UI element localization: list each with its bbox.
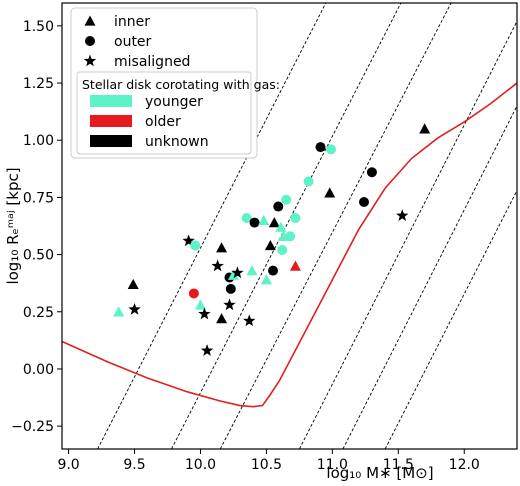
y-tick-label-7: 1.25 (23, 76, 54, 92)
data-point-33 (289, 260, 301, 271)
data-point-7 (194, 299, 206, 310)
data-point-36 (315, 142, 326, 153)
legend-label-older: older (145, 114, 181, 130)
dashed-line-3 (219, 3, 452, 449)
data-point-20 (246, 265, 258, 276)
data-point-18 (241, 212, 252, 223)
y-axis-ticks: −0.25 0.00 0.25 0.50 0.75 1.00 1.25 1.50 (11, 19, 62, 435)
y-tick-label-1: −0.25 (11, 419, 54, 435)
data-point-32 (285, 231, 296, 242)
legend-color-box (76, 71, 252, 155)
legend-label-misaligned: misaligned (114, 54, 190, 70)
x-tick-label-3: 10.0 (185, 457, 216, 473)
data-point-34 (290, 212, 301, 223)
data-point-4 (182, 234, 195, 247)
legend-color-title: Stellar disk corotating with gas: (82, 77, 280, 92)
data-points (113, 123, 431, 356)
y-tick-label-6: 1.00 (23, 133, 54, 149)
dashed-line-1 (97, 3, 327, 449)
data-point-26 (268, 217, 280, 228)
legend-swatch-younger (90, 95, 132, 107)
data-point-5 (190, 240, 201, 251)
dashed-line-6 (384, 190, 517, 449)
legend: inner outer misaligned Stellar disk corota… (70, 7, 280, 159)
legend-marker-outer (85, 36, 95, 46)
data-point-11 (216, 242, 228, 253)
data-point-23 (260, 274, 272, 285)
red-curve (62, 82, 517, 408)
data-point-10 (211, 259, 224, 272)
x-tick-label-2: 9.5 (123, 457, 145, 473)
data-point-12 (216, 313, 228, 324)
legend-marker-entries: inner outer misaligned (83, 14, 190, 70)
data-point-27 (273, 201, 284, 212)
data-point-15 (223, 298, 236, 311)
dashed-reference-lines (97, 3, 517, 449)
legend-marker-misaligned (83, 54, 97, 67)
legend-marker-inner (84, 15, 96, 26)
x-tick-label-5: 11.0 (317, 457, 348, 473)
data-point-3 (128, 302, 141, 315)
y-tick-label-2: 0.00 (23, 362, 54, 378)
legend-swatch-unknown (90, 135, 132, 147)
x-tick-label-1: 9.0 (57, 457, 79, 473)
data-point-16 (227, 269, 239, 280)
y-tick-label-4: 0.50 (23, 248, 54, 264)
data-point-28 (275, 221, 287, 232)
data-point-17 (231, 266, 244, 279)
x-tick-label-4: 10.5 (251, 457, 282, 473)
data-point-42 (419, 123, 431, 134)
x-tick-label-6: 11.5 (383, 457, 414, 473)
curve-line (62, 82, 517, 408)
y-tick-label-8: 1.50 (23, 19, 54, 35)
data-point-19 (243, 314, 256, 327)
dashed-line-5 (342, 105, 517, 449)
dashed-line-4 (298, 21, 517, 449)
x-axis-ticks: 9.0 9.5 10.0 10.5 11.0 11.5 12.0 (57, 449, 480, 473)
y-tick-label-3: 0.25 (23, 305, 54, 321)
legend-color-entries: younger older unknown (90, 94, 209, 150)
legend-label-inner: inner (114, 14, 150, 30)
legend-label-outer: outer (114, 34, 152, 50)
data-point-30 (277, 245, 288, 256)
data-point-35 (303, 176, 314, 187)
data-point-9 (200, 344, 214, 356)
data-point-6 (188, 288, 199, 299)
x-axis-label: log₁₀ M∗ [M⊙] (326, 464, 433, 482)
data-point-41 (396, 209, 409, 221)
data-point-38 (326, 144, 337, 155)
data-point-24 (264, 239, 276, 251)
data-point-14 (225, 283, 236, 294)
data-point-37 (324, 187, 336, 198)
data-point-8 (198, 307, 211, 320)
data-point-31 (281, 194, 292, 205)
data-point-2 (127, 278, 139, 289)
plot-frame (61, 2, 518, 450)
dashed-line-2 (171, 3, 402, 449)
data-point-39 (359, 196, 370, 207)
legend-label-younger: younger (145, 94, 203, 110)
data-point-22 (258, 214, 270, 225)
y-tick-label-5: 0.75 (23, 190, 54, 206)
data-point-1 (113, 306, 125, 317)
data-point-40 (366, 167, 377, 178)
data-point-25 (268, 265, 279, 276)
x-tick-label-7: 12.0 (449, 457, 480, 473)
legend-label-unknown: unknown (145, 134, 209, 150)
legend-swatch-older (90, 115, 132, 127)
data-point-21 (249, 217, 260, 228)
y-axis-label: log₁₀ Rₑᵐᵃʲ [kpc] (4, 167, 22, 284)
